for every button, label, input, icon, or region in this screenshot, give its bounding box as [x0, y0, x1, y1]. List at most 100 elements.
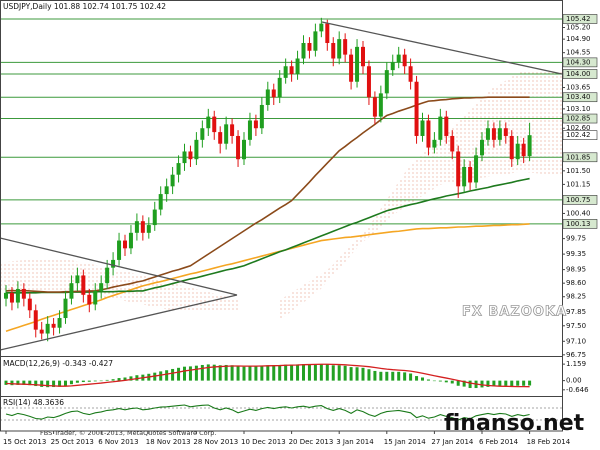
candle-body: [313, 31, 318, 51]
trend-line: [0, 294, 238, 351]
candle-body: [224, 124, 229, 144]
candle-body: [366, 66, 371, 98]
macd-bar: [391, 371, 395, 381]
y-tick-label: 104.30: [566, 58, 591, 66]
candle-body: [527, 135, 532, 157]
macd-bar: [4, 380, 8, 385]
macd-bar: [111, 379, 115, 381]
macd-bar: [266, 365, 270, 381]
candle-body: [509, 135, 514, 160]
candle-body: [170, 174, 175, 187]
candle-body: [414, 81, 419, 136]
macd-bar: [52, 380, 56, 388]
candle-body: [134, 221, 139, 233]
y-tick-label: 101.50: [566, 167, 591, 175]
macd-bar: [159, 371, 163, 381]
candle-body: [15, 288, 20, 303]
candle-body: [75, 275, 80, 284]
y-tick-label: 103.40: [566, 93, 591, 101]
macd-bar: [302, 364, 305, 381]
candle-body: [27, 298, 32, 311]
macd-bar: [105, 379, 109, 381]
candle-body: [468, 166, 473, 183]
macd-bar: [361, 367, 365, 381]
candle-body: [343, 39, 348, 55]
candle-body: [200, 128, 205, 140]
y-tick-label: 104.00: [566, 70, 591, 78]
macd-bar: [28, 380, 32, 386]
candle-body: [396, 54, 401, 63]
macd-bar: [331, 365, 335, 381]
candle-body: [355, 46, 360, 82]
candle-body: [87, 294, 92, 305]
cloud: [280, 70, 562, 320]
candle-body: [432, 139, 437, 148]
macd-bar: [290, 364, 294, 381]
y-tick-label: 101.85: [566, 153, 591, 161]
x-tick-label: 20 Dec 2013: [289, 438, 334, 446]
y-tick-label: 105.42: [566, 15, 591, 23]
candle-body: [349, 54, 354, 82]
y-tick-label: 99.75: [566, 235, 586, 243]
candle-body: [420, 120, 425, 136]
macd-bar: [40, 380, 44, 387]
macd-bar: [135, 375, 139, 381]
macd-bar: [123, 377, 127, 381]
macd-label: MACD(12,26,9) -0.343 -0.427: [3, 359, 113, 368]
macd-tick-label: 0.00: [566, 377, 582, 385]
candle-body: [277, 77, 282, 98]
macd-bar: [319, 363, 323, 381]
macd-bar: [409, 373, 413, 381]
macd-bar: [117, 378, 121, 381]
y-tick-label: 97.50: [566, 322, 586, 330]
macd-bar: [462, 380, 466, 387]
macd-bar: [236, 366, 240, 381]
x-tick-label: 27 Jan 2014: [431, 438, 474, 446]
macd-bar: [432, 380, 436, 382]
y-tick-label: 101.15: [566, 180, 591, 188]
y-tick-label: 98.25: [566, 293, 586, 301]
chart-title: USDJPY,Daily 101.88 102.74 101.75 102.42: [3, 2, 166, 11]
candle-body: [474, 155, 479, 183]
macd-bar: [188, 366, 192, 381]
x-tick-label: 15 Jan 2014: [384, 438, 427, 446]
macd-bar: [284, 364, 288, 381]
candle-body: [176, 163, 181, 175]
macd-bar: [426, 379, 430, 381]
candle-body: [259, 104, 264, 129]
macd-bar: [64, 380, 67, 386]
y-tick-label: 100.40: [566, 209, 591, 217]
candle-body: [372, 97, 377, 117]
macd-bar: [224, 364, 228, 381]
candle-body: [111, 259, 116, 268]
macd-bar: [171, 368, 175, 381]
macd-bar: [438, 380, 442, 382]
candle-body: [51, 323, 56, 328]
macd-bar: [194, 365, 198, 381]
y-tick-label: 104.90: [566, 35, 591, 43]
macd-bar: [373, 370, 377, 381]
macd-bar: [504, 380, 508, 386]
macd-bar: [522, 380, 526, 386]
macd-bar: [510, 380, 514, 387]
macd-bar: [10, 380, 14, 386]
candle-body: [402, 54, 407, 67]
y-tick-label: 97.10: [566, 337, 586, 345]
candle-body: [331, 42, 336, 59]
macd-bar: [248, 366, 252, 381]
x-tick-label: 18 Feb 2014: [527, 438, 571, 446]
macd-bar: [75, 380, 79, 383]
macd-bar: [498, 380, 502, 387]
candle-body: [390, 62, 395, 71]
macd-tick-label: -0.646: [566, 386, 589, 394]
x-tick-label: 25 Oct 2013: [51, 438, 94, 446]
candle-body: [164, 186, 169, 195]
candle-body: [289, 66, 294, 74]
macd-bar: [296, 364, 300, 381]
candle-body: [152, 209, 157, 226]
candle-body: [319, 23, 324, 32]
candle-body: [521, 143, 526, 157]
x-tick-label: 15 Oct 2013: [3, 438, 46, 446]
macd-bar: [272, 365, 276, 381]
